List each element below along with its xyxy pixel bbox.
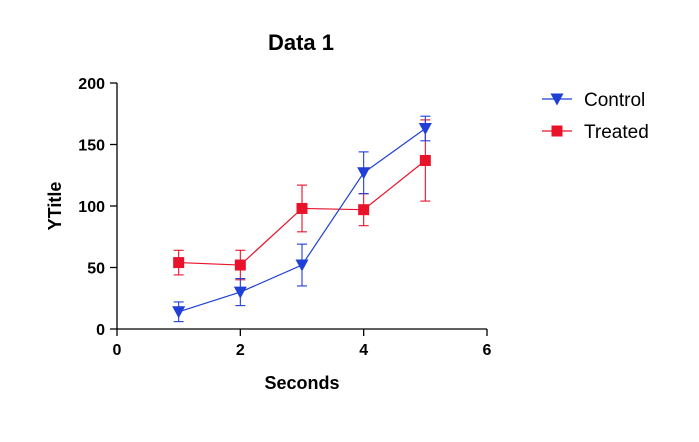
- data-point-treated: [234, 259, 246, 271]
- plot-area: [172, 115, 432, 323]
- y-axis-label: YTitle: [45, 182, 65, 231]
- legend-marker-control: [550, 93, 564, 106]
- x-tick-label: 4: [359, 342, 368, 359]
- data-point-control: [418, 123, 432, 136]
- axes: 0 50 100 150 200 0 2 4 6: [78, 76, 491, 359]
- legend: Control Treated: [542, 90, 649, 143]
- x-axis-label: Seconds: [264, 373, 339, 393]
- chart-title: Data 1: [268, 30, 334, 55]
- data-point-control: [172, 306, 186, 319]
- data-point-control: [357, 167, 371, 180]
- legend-marker-treated: [551, 125, 563, 137]
- legend-label-treated: Treated: [584, 122, 649, 143]
- data-point-treated: [358, 204, 370, 216]
- series-treated: [173, 119, 431, 281]
- y-tick-label: 200: [78, 76, 105, 93]
- legend-item-control: Control: [542, 90, 645, 111]
- data-point-treated: [173, 257, 185, 269]
- data-point-control: [295, 259, 309, 272]
- y-tick-label: 50: [87, 261, 105, 278]
- x-tick-label: 6: [483, 342, 492, 359]
- y-tick-label: 100: [78, 199, 105, 216]
- y-tick-label: 0: [96, 322, 105, 339]
- legend-label-control: Control: [584, 90, 645, 111]
- x-tick-label: 2: [236, 342, 245, 359]
- data-point-treated: [296, 202, 308, 214]
- data-point-control: [233, 286, 247, 299]
- series-control: [172, 115, 432, 323]
- y-tick-label: 150: [78, 138, 105, 155]
- x-tick-label: 0: [113, 342, 122, 359]
- data-point-treated: [419, 154, 431, 166]
- legend-item-treated: Treated: [542, 122, 649, 143]
